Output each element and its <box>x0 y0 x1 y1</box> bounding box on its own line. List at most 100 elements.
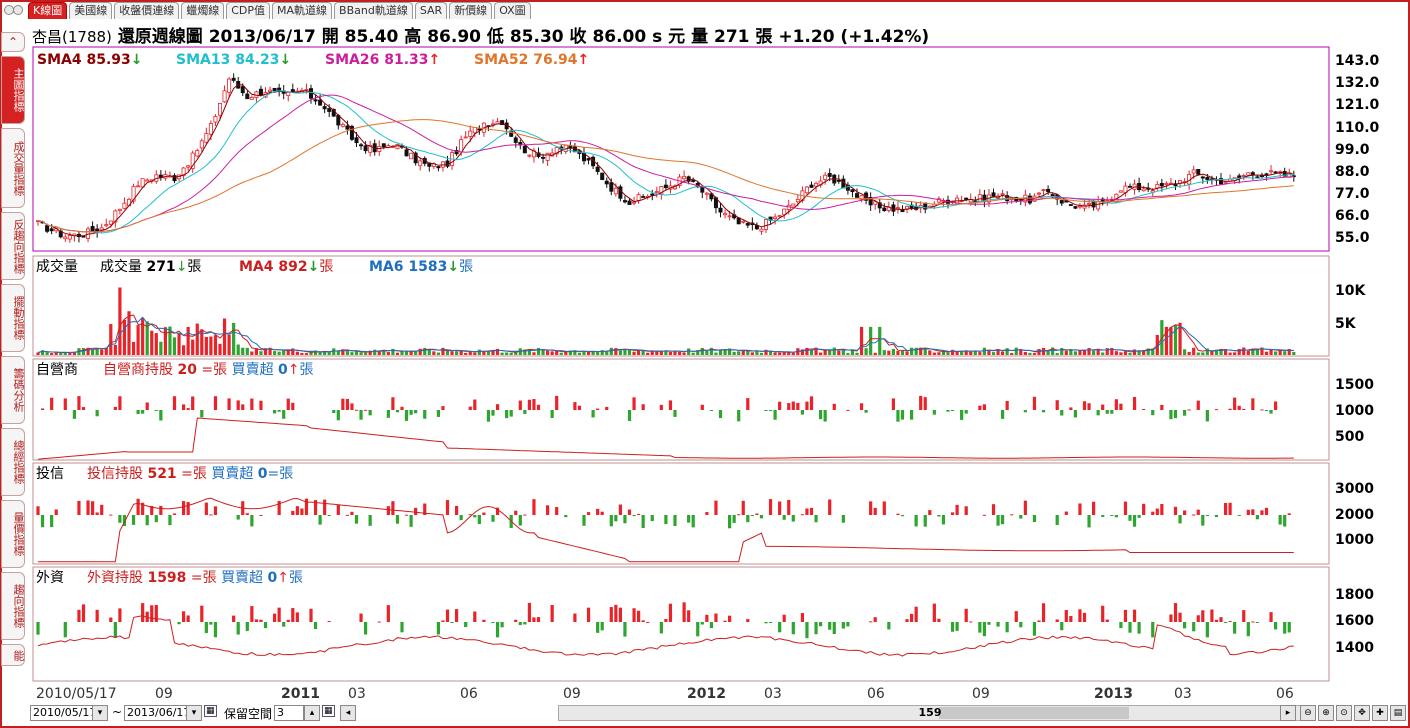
candle-body <box>1059 200 1064 204</box>
zoom-reset-icon[interactable]: ⊙ <box>1336 705 1352 721</box>
side-tab-reverse[interactable]: 反趨向指標 <box>1 212 25 280</box>
volume-bar <box>1210 351 1214 355</box>
tab-ohlc[interactable]: 美國線 <box>69 2 113 19</box>
volume-bar <box>937 352 941 355</box>
dealer-bar <box>796 402 800 410</box>
trust-bar <box>814 515 818 523</box>
tab-bband[interactable]: BBand軌道線 <box>334 2 413 19</box>
scroll-left-icon[interactable]: ◂ <box>340 705 356 721</box>
dealer-bar <box>577 405 582 410</box>
volume-bar <box>568 350 572 355</box>
side-tab-macro[interactable]: 總經指標 <box>1 428 25 496</box>
price-ytick: 55.0 <box>1335 230 1370 246</box>
zoom-in-icon[interactable]: ⊕ <box>1318 705 1334 721</box>
candle-body <box>158 174 163 178</box>
start-date-dropdown-icon[interactable]: ▾ <box>92 705 108 721</box>
dealer-bar <box>1032 396 1037 410</box>
dealer-bar <box>1233 397 1237 410</box>
dealer-bar <box>505 410 509 419</box>
scroll-thumb[interactable] <box>939 707 1129 719</box>
volume-bar <box>395 352 400 355</box>
side-tab-oscillator[interactable]: 擺動指標 <box>1 284 25 352</box>
calendar-icon[interactable]: ▦ <box>204 705 217 717</box>
tab-kline[interactable]: K線圖 <box>28 2 68 19</box>
dealer-bar <box>468 406 472 410</box>
trust-bar <box>1101 515 1105 517</box>
sma4-line <box>37 84 1294 237</box>
side-tab-more[interactable]: 能 <box>1 644 25 666</box>
volume-bar <box>923 348 927 355</box>
trust-bar <box>1255 515 1259 520</box>
foreign-bar <box>150 605 154 622</box>
tab-ox[interactable]: OX圖 <box>494 2 531 19</box>
side-tab-trend[interactable]: 趨向指標 <box>1 572 25 640</box>
candle-body <box>663 184 668 189</box>
x-label: 2012 <box>687 686 726 702</box>
reserve-space-input[interactable]: 3 <box>274 705 304 721</box>
candle-body <box>1223 181 1228 184</box>
candle-body <box>1128 185 1133 188</box>
tab-candle[interactable]: 蠟燭線 <box>181 2 225 19</box>
trust-bar <box>495 507 500 515</box>
volume-ytick: 5K <box>1335 316 1357 332</box>
settings-icon[interactable]: ▦ <box>322 705 335 717</box>
trust-bar <box>732 515 736 523</box>
trust-bar <box>1010 514 1014 516</box>
volume-bar <box>541 349 545 355</box>
candle-body <box>49 228 54 232</box>
tab-ma-track[interactable]: MA軌道線 <box>272 2 333 19</box>
foreign-bar <box>1101 605 1105 622</box>
trust-bar <box>1228 502 1232 515</box>
foreign-bar <box>1078 609 1082 622</box>
side-tab-main[interactable]: 主圖指標 <box>1 56 25 124</box>
dealer-holding-line <box>37 417 1294 460</box>
volume-bar <box>445 350 450 355</box>
trust-bar <box>86 500 90 515</box>
tab-scroll-icon[interactable] <box>4 3 24 17</box>
volume-bar <box>427 348 431 355</box>
dealer-bar <box>159 410 163 421</box>
tab-cdp[interactable]: CDP值 <box>226 2 271 19</box>
dealer-bar <box>414 410 418 414</box>
foreign-bar <box>1223 622 1228 623</box>
side-chevron-icon[interactable]: ⌃ <box>1 32 25 52</box>
candle-body <box>654 191 659 193</box>
end-date-input[interactable]: 2013/06/17 <box>124 705 190 721</box>
reserve-stepper-icon[interactable]: ▴ <box>304 705 320 721</box>
dealer-panel-frame <box>32 358 1330 461</box>
print-icon[interactable]: ▤ <box>1390 705 1406 721</box>
dealer-bar <box>846 409 850 411</box>
volume-bar <box>1214 349 1219 355</box>
crosshair-icon[interactable]: ✚ <box>1372 705 1388 721</box>
dealer-bar <box>1132 396 1137 410</box>
side-tab-price-volume[interactable]: 量價指標 <box>1 500 25 568</box>
volume-bar <box>646 352 650 355</box>
pan-icon[interactable]: ✥ <box>1354 705 1370 721</box>
trust-holding-line <box>38 497 1294 563</box>
start-date-input[interactable]: 2010/05/17 <box>30 705 96 721</box>
trust-bar <box>800 514 804 516</box>
tab-sar[interactable]: SAR <box>414 2 448 19</box>
scroll-right-icon[interactable]: ▸ <box>1280 705 1296 721</box>
trust-bar <box>900 515 905 517</box>
tab-close-line[interactable]: 收盤價連線 <box>114 2 180 19</box>
side-tab-chips[interactable]: 籌碼分析 <box>1 356 25 424</box>
volume-bar <box>172 337 177 355</box>
tab-new-price[interactable]: 新價線 <box>449 2 493 19</box>
chart-scrollbar[interactable]: 159 <box>558 705 1302 721</box>
end-date-dropdown-icon[interactable]: ▾ <box>186 705 202 721</box>
candle-body <box>691 180 696 182</box>
dealer-bar <box>1242 408 1246 410</box>
candle-body <box>1205 177 1210 180</box>
candle-body <box>600 172 605 181</box>
dealer-bar <box>486 410 491 422</box>
foreign-bar <box>1274 622 1278 630</box>
legend-ma6: MA6 1583↓張 <box>369 259 473 275</box>
volume-ytick: 10K <box>1335 283 1366 299</box>
dealer-bar <box>1274 401 1278 410</box>
trust-bar <box>1128 515 1132 521</box>
dealer-bar <box>172 396 177 410</box>
zoom-out-icon[interactable]: ⊖ <box>1300 705 1316 721</box>
legend-foreign: 外資持股 1598 =張 買賣超 0↑張 <box>87 570 303 586</box>
side-tab-volume[interactable]: 成交量指標 <box>1 128 25 208</box>
